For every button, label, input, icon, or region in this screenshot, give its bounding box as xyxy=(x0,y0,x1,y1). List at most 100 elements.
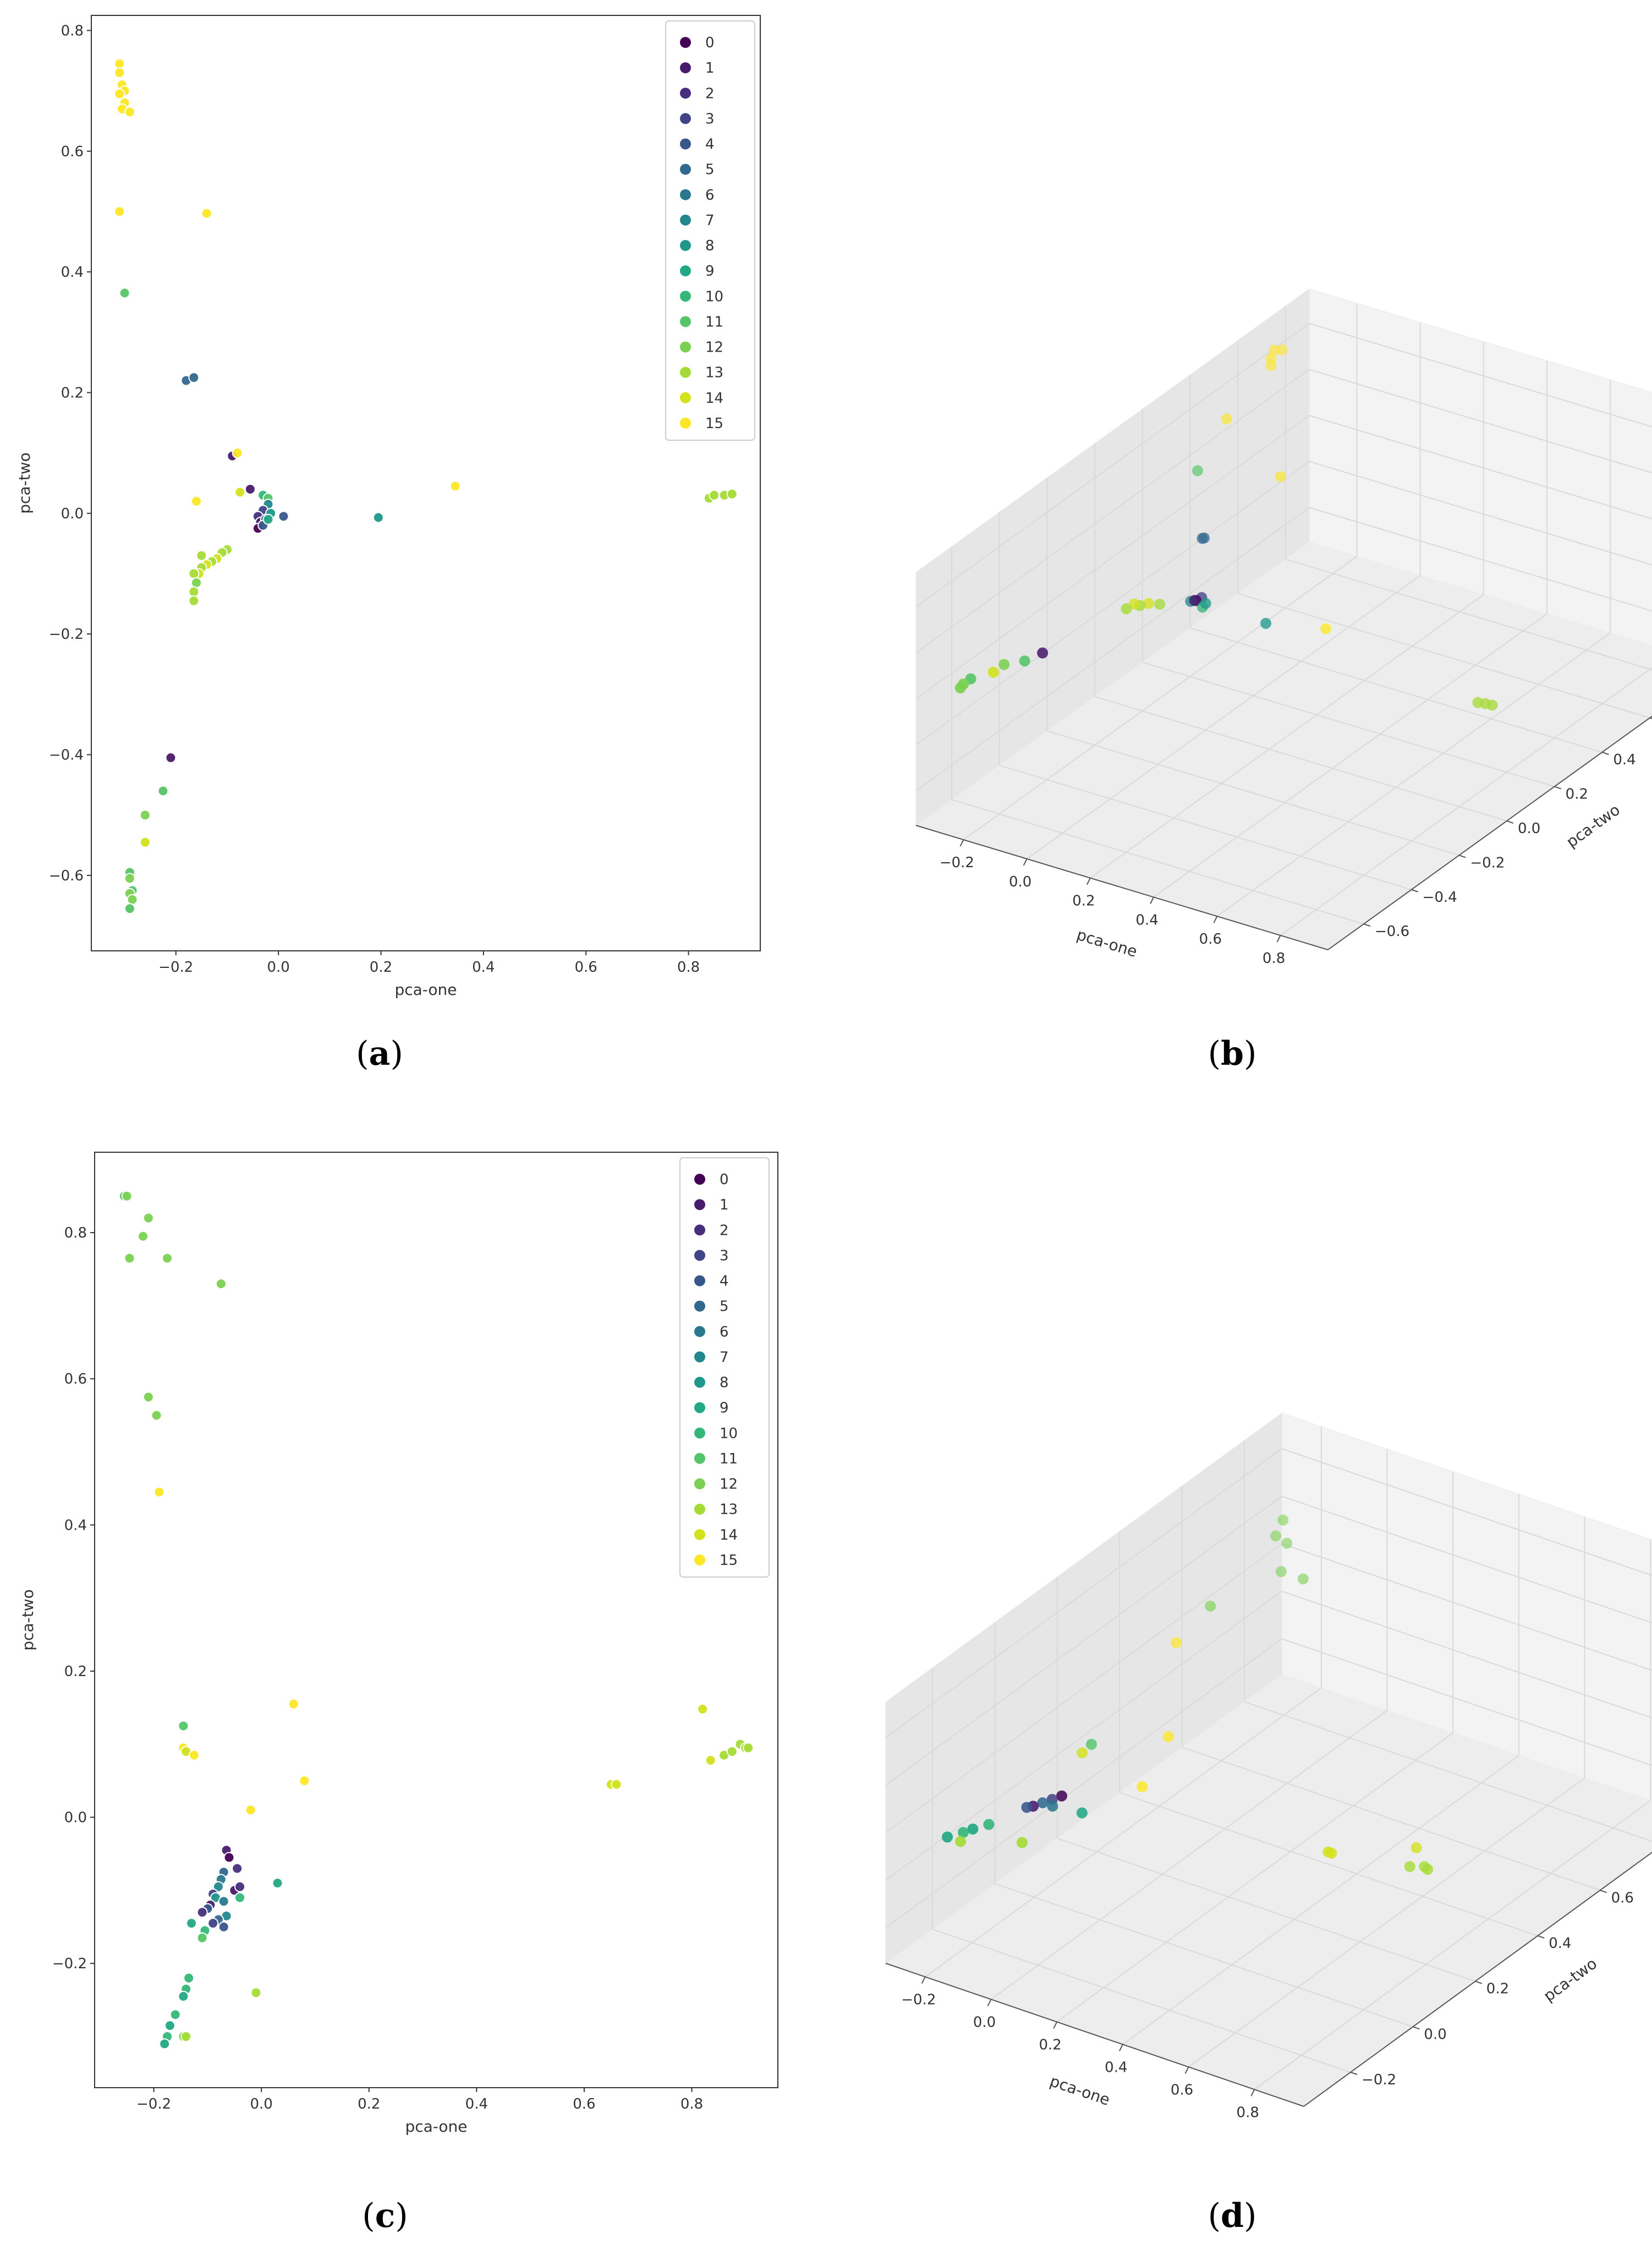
x-tick-label: 0.4 xyxy=(472,959,495,976)
legend-label: 6 xyxy=(705,187,715,204)
legend-label: 0 xyxy=(705,35,715,51)
x-tick-label: 0.0 xyxy=(267,959,289,976)
grid-line xyxy=(1094,696,1507,822)
legend-marker xyxy=(680,392,691,403)
grid-line xyxy=(915,369,1310,654)
data-point xyxy=(178,1990,189,2002)
data-point xyxy=(124,873,135,884)
x-axis-label: pca-one xyxy=(1047,2072,1112,2109)
data-point xyxy=(1320,623,1331,634)
data-point xyxy=(245,1804,256,1816)
data-point xyxy=(967,1823,979,1835)
data-point xyxy=(159,2038,171,2050)
x-tick xyxy=(959,839,964,847)
x-axis-label: pca-one xyxy=(405,2117,467,2136)
legend-label: 3 xyxy=(705,111,715,127)
grid-line xyxy=(1027,575,1421,860)
data-point xyxy=(1205,1600,1216,1612)
x-tick xyxy=(987,1999,992,2006)
data-point xyxy=(983,1819,995,1830)
legend-label: 9 xyxy=(720,1400,729,1416)
data-point xyxy=(1221,413,1232,425)
y-tick-label: 0.4 xyxy=(61,264,84,281)
legend-box xyxy=(679,1157,770,1578)
data-point xyxy=(223,1852,235,1863)
data-point xyxy=(1275,471,1286,483)
data-point xyxy=(942,1831,953,1843)
data-point xyxy=(234,1892,246,1903)
legend-marker xyxy=(680,291,691,302)
data-point xyxy=(1260,617,1271,629)
panel-a-scatter-2d: −0.2 0.0 0.2 0.4 0.6 0.8 −0.6 −0.4 −0.2 0.0 0.2 0.4… xyxy=(15,15,761,1073)
grid-line xyxy=(932,1929,1351,2073)
x-tick-label: 0.2 xyxy=(358,2096,380,2112)
data-point xyxy=(201,207,212,219)
data-point xyxy=(1037,1797,1049,1809)
data-point xyxy=(262,513,274,525)
legend-marker xyxy=(694,1199,705,1211)
data-point xyxy=(278,511,289,522)
data-point xyxy=(1269,344,1280,356)
legend-marker xyxy=(694,1503,705,1515)
data-point xyxy=(114,58,125,69)
x-tick xyxy=(1150,896,1155,904)
grid-line xyxy=(1153,613,1547,898)
legend-label: 8 xyxy=(705,238,715,254)
data-point xyxy=(1171,1637,1182,1649)
y-tick xyxy=(1350,2072,1358,2075)
x-tick-label: −0.2 xyxy=(940,855,974,871)
grid-line xyxy=(925,1687,1322,1978)
y-tick xyxy=(1537,1935,1545,1939)
grid-line xyxy=(1244,1701,1652,1842)
data-point xyxy=(1276,344,1288,355)
y-tick-label: −0.4 xyxy=(49,747,84,764)
grid-line xyxy=(915,322,1310,607)
data-point xyxy=(1422,1864,1434,1875)
legend-label: 1 xyxy=(720,1197,729,1213)
grid-line xyxy=(885,1543,1282,1833)
x-tick-label: 0.4 xyxy=(1105,2059,1127,2076)
data-point xyxy=(955,1836,967,1847)
legend-marker xyxy=(694,1275,705,1287)
y-tick-label: −0.6 xyxy=(49,868,84,884)
data-point xyxy=(157,785,169,797)
data-point xyxy=(272,1877,283,1889)
legend-marker xyxy=(694,1351,705,1362)
x-tick-label: 0.6 xyxy=(573,2096,595,2112)
data-point xyxy=(1297,1573,1309,1585)
y-tick xyxy=(1506,820,1514,824)
data-point xyxy=(142,1391,154,1403)
data-point xyxy=(1021,1802,1033,1813)
grid-line xyxy=(1281,1590,1652,1719)
legend-label: 13 xyxy=(720,1502,738,1518)
data-point xyxy=(207,1918,219,1929)
grid-line xyxy=(990,1710,1388,2000)
y-axis-line xyxy=(1303,1852,1652,2107)
data-point xyxy=(121,1190,133,1202)
data-point xyxy=(196,1932,208,1944)
grid-line xyxy=(1281,1496,1652,1624)
y-tick-label: 0.6 xyxy=(61,144,84,160)
legend-label: 7 xyxy=(705,212,715,229)
grid-line xyxy=(915,507,1310,792)
data-point xyxy=(234,1881,246,1892)
data-point xyxy=(697,1704,709,1715)
legend-label: 2 xyxy=(720,1222,729,1239)
data-point xyxy=(127,894,138,905)
legend-marker xyxy=(680,138,691,150)
y-tick-label: 0.4 xyxy=(64,1517,87,1534)
y-tick xyxy=(1602,752,1609,756)
data-point xyxy=(183,1972,195,1984)
data-point xyxy=(1410,1842,1422,1854)
grid-line xyxy=(915,461,1310,746)
data-point xyxy=(124,106,135,118)
x-axis-label: pca-one xyxy=(1074,926,1139,961)
panel-b-scatter-3d: −0.2 0.0 0.2 0.4 0.6 0.8 −0.6 −0.4 −0.2 0.0 0.2 0.4… xyxy=(915,288,1652,1073)
x-tick xyxy=(1250,2089,1255,2096)
data-point xyxy=(1275,1566,1287,1578)
data-point xyxy=(178,1720,189,1732)
y-tick-label: 0.2 xyxy=(61,385,84,401)
y-tick-label: 0.2 xyxy=(1566,786,1588,802)
legend-marker xyxy=(694,1402,705,1414)
